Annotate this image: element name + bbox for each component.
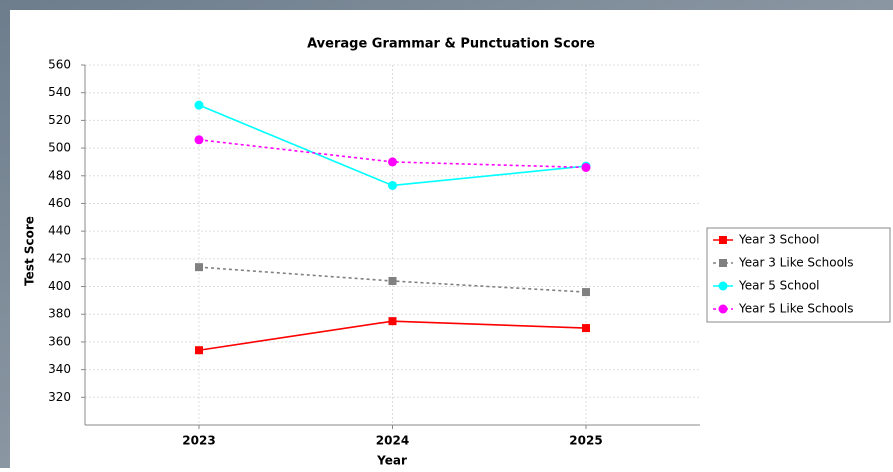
legend-box [706, 227, 891, 323]
y-tick-label: 440 [48, 224, 71, 238]
y-tick-label: 380 [48, 307, 71, 321]
point [581, 162, 591, 172]
x-axis-title: Year [376, 454, 407, 468]
point [388, 317, 397, 326]
legend-marker [718, 304, 728, 314]
y-tick-label: 360 [48, 334, 71, 348]
legend-marker [719, 236, 727, 244]
point [194, 135, 204, 145]
x-tick-label: 2024 [376, 434, 409, 448]
point [388, 277, 397, 285]
point [582, 324, 590, 333]
y-tick-label: 520 [48, 113, 71, 127]
y-tick-label: 340 [48, 362, 71, 376]
legend-marker [719, 259, 727, 267]
y-tick-label: 400 [48, 279, 71, 293]
point [195, 263, 203, 272]
y-tick-label: 560 [48, 58, 71, 72]
y-tick-label: 460 [48, 196, 71, 210]
y-tick-label: 500 [48, 141, 71, 155]
y-tick-label: 320 [48, 390, 71, 404]
point [582, 288, 590, 297]
y-axis-title: Test Score [23, 216, 37, 286]
point [388, 157, 397, 167]
y-tick-label: 480 [48, 168, 71, 182]
point [388, 180, 397, 190]
legend-label: Year 3 Like Schools [738, 256, 854, 270]
legend-label: Year 5 School [738, 279, 820, 293]
y-tick-label: 420 [48, 251, 71, 265]
x-tick-label: 2025 [569, 434, 602, 448]
chart-title: Average Grammar & Punctuation Score [307, 37, 595, 52]
legend-marker [718, 281, 728, 291]
point [194, 100, 204, 110]
legend-label: Year 5 Like Schools [738, 302, 854, 316]
legend-label: Year 3 School [738, 233, 820, 247]
y-tick-label: 540 [48, 85, 71, 99]
point [195, 346, 203, 355]
x-tick-label: 2023 [182, 434, 215, 448]
